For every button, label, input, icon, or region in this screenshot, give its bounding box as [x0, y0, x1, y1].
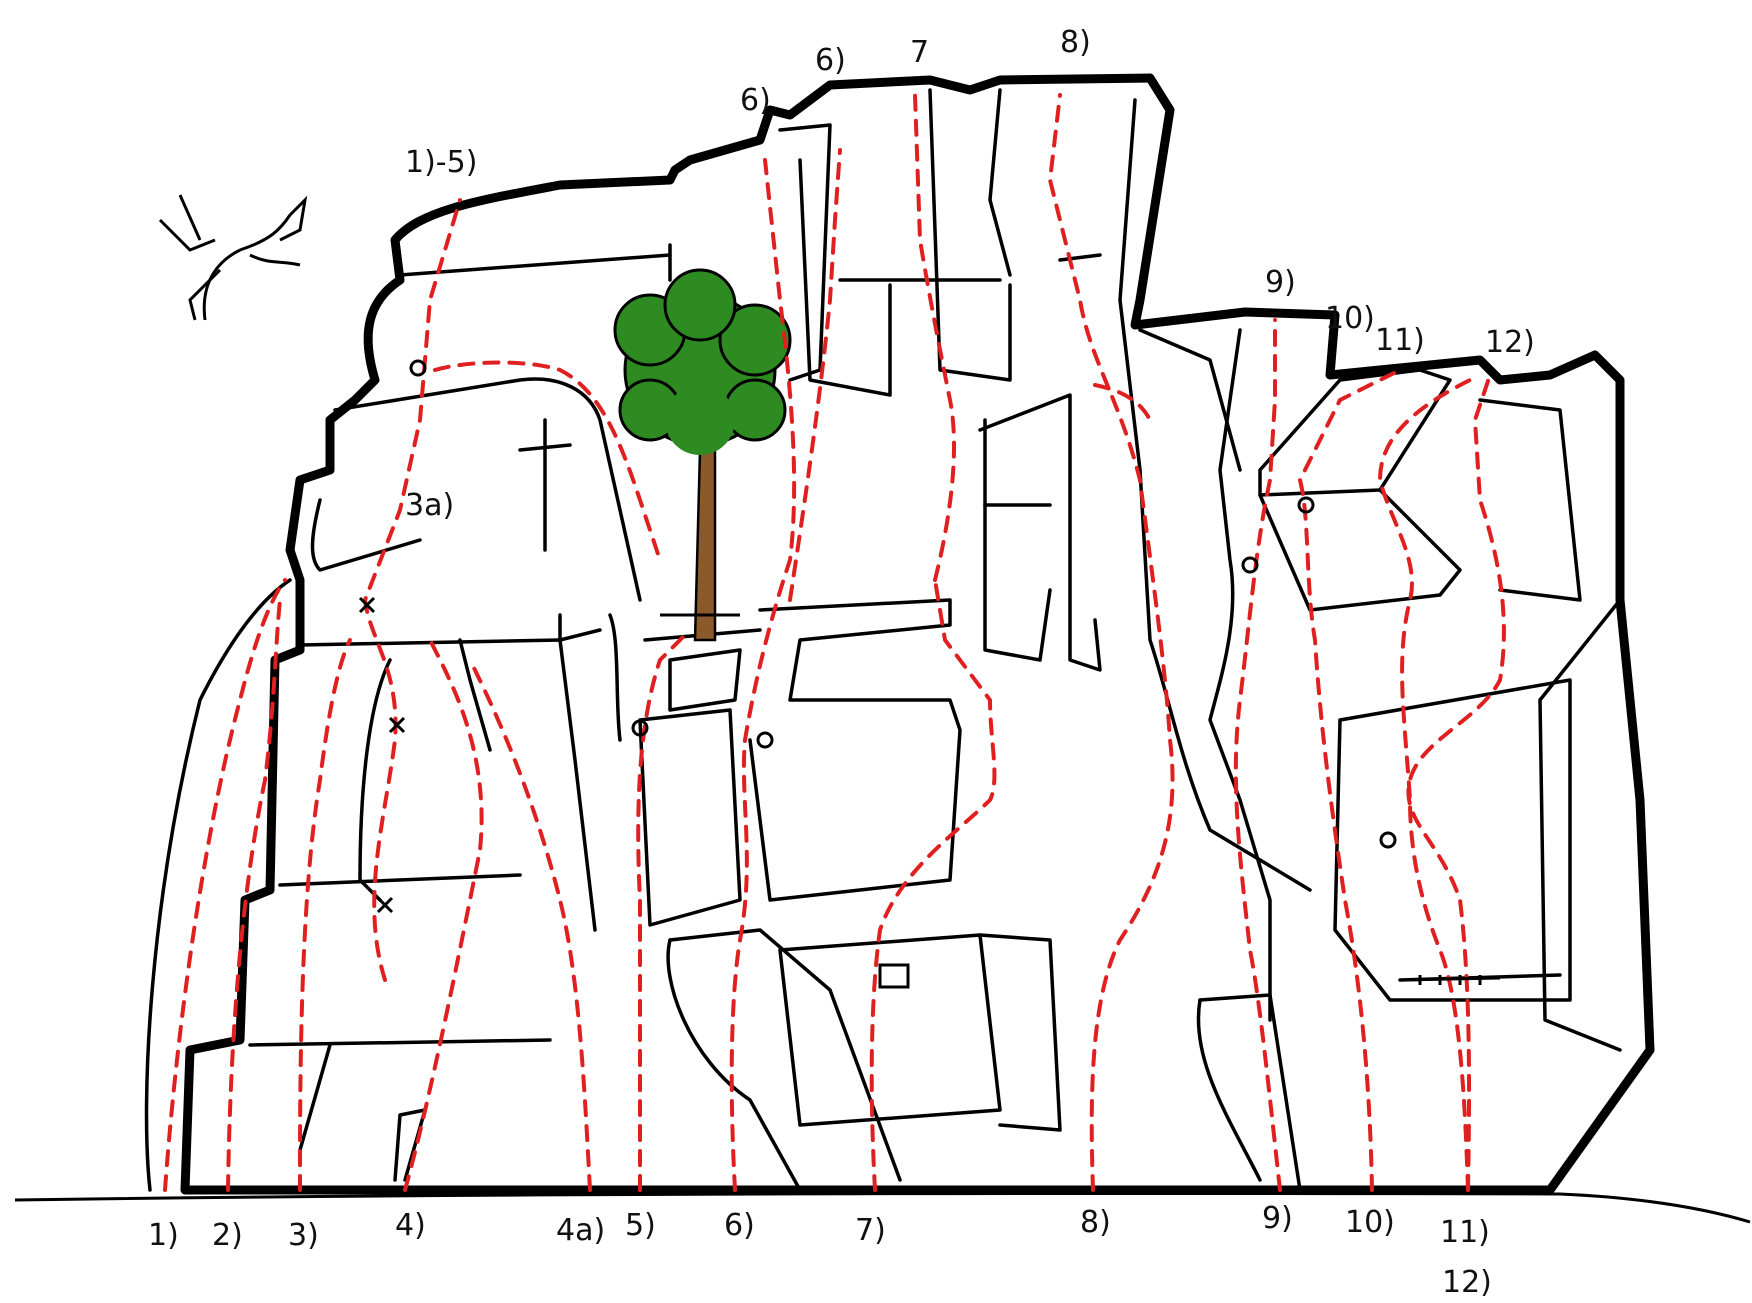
route-5 [636, 628, 692, 1192]
label-3a: 3a) [405, 488, 454, 523]
route-9 [1233, 318, 1282, 1192]
tree-icon [613, 268, 792, 642]
label-bottom-4a: 4a) [556, 1213, 605, 1248]
label-top-6b: 6) [815, 43, 846, 78]
plaque-marker [878, 963, 910, 989]
ring-anchor-marker [409, 359, 427, 377]
rock-outline [180, 73, 1655, 1195]
bolt-x-marker [358, 596, 376, 614]
label-top-9: 9) [1265, 265, 1296, 300]
route-8 [1047, 93, 1175, 1192]
label-bottom-7: 7) [855, 1213, 886, 1248]
route-8b [1093, 383, 1152, 422]
route-12 [1406, 373, 1506, 1192]
label-bottom-1: 1) [148, 1218, 179, 1253]
label-top-1-5: 1)-5) [405, 145, 477, 180]
route-labels: 1)-5) 6) 6) 7 8) 9) 10) 11) 12) 3a) 1) 2… [148, 25, 1535, 1300]
label-bottom-5: 5) [625, 1208, 656, 1243]
label-top-8: 8) [1060, 25, 1091, 60]
label-bottom-10: 10) [1345, 1205, 1395, 1240]
route-4 [403, 638, 484, 1192]
label-top-6a: 6) [740, 83, 771, 118]
route-6b [788, 148, 842, 602]
route-3a [362, 198, 462, 982]
ledge-hatch [1399, 975, 1501, 985]
rock-details [144, 88, 1622, 1192]
ring-anchor-marker [631, 719, 649, 737]
route-3 [298, 638, 352, 1192]
route-4a [468, 658, 592, 1192]
label-bottom-12: 12) [1442, 1265, 1492, 1300]
routes [163, 93, 1506, 1192]
route-7b [913, 93, 957, 582]
route-11 [1377, 378, 1472, 1192]
ring-anchor-marker [1297, 496, 1315, 514]
route-10 [1297, 368, 1402, 1192]
label-top-11: 11) [1375, 323, 1425, 358]
route-4b [433, 360, 662, 562]
label-bottom-3: 3) [288, 1218, 319, 1253]
label-top-10: 10) [1325, 301, 1375, 336]
label-top-12: 12) [1485, 325, 1535, 360]
bush-icon [158, 194, 308, 321]
markers [358, 359, 1501, 989]
route-1 [163, 578, 287, 1192]
label-bottom-2: 2) [212, 1218, 243, 1253]
label-bottom-9: 9) [1262, 1201, 1293, 1236]
bolt-x-marker [388, 716, 406, 734]
label-bottom-8: 8) [1080, 1205, 1111, 1240]
label-bottom-11: 11) [1440, 1215, 1490, 1250]
bolt-x-marker [376, 896, 394, 914]
route-2 [226, 598, 282, 1192]
route-7 [869, 578, 997, 1192]
ring-anchor-marker [1241, 556, 1259, 574]
label-bottom-6: 6) [724, 1208, 755, 1243]
label-bottom-4: 4) [395, 1208, 426, 1243]
ring-anchor-marker [756, 731, 774, 749]
ring-anchor-marker [1379, 831, 1397, 849]
label-top-7: 7 [910, 35, 929, 70]
route-6 [729, 158, 797, 1192]
